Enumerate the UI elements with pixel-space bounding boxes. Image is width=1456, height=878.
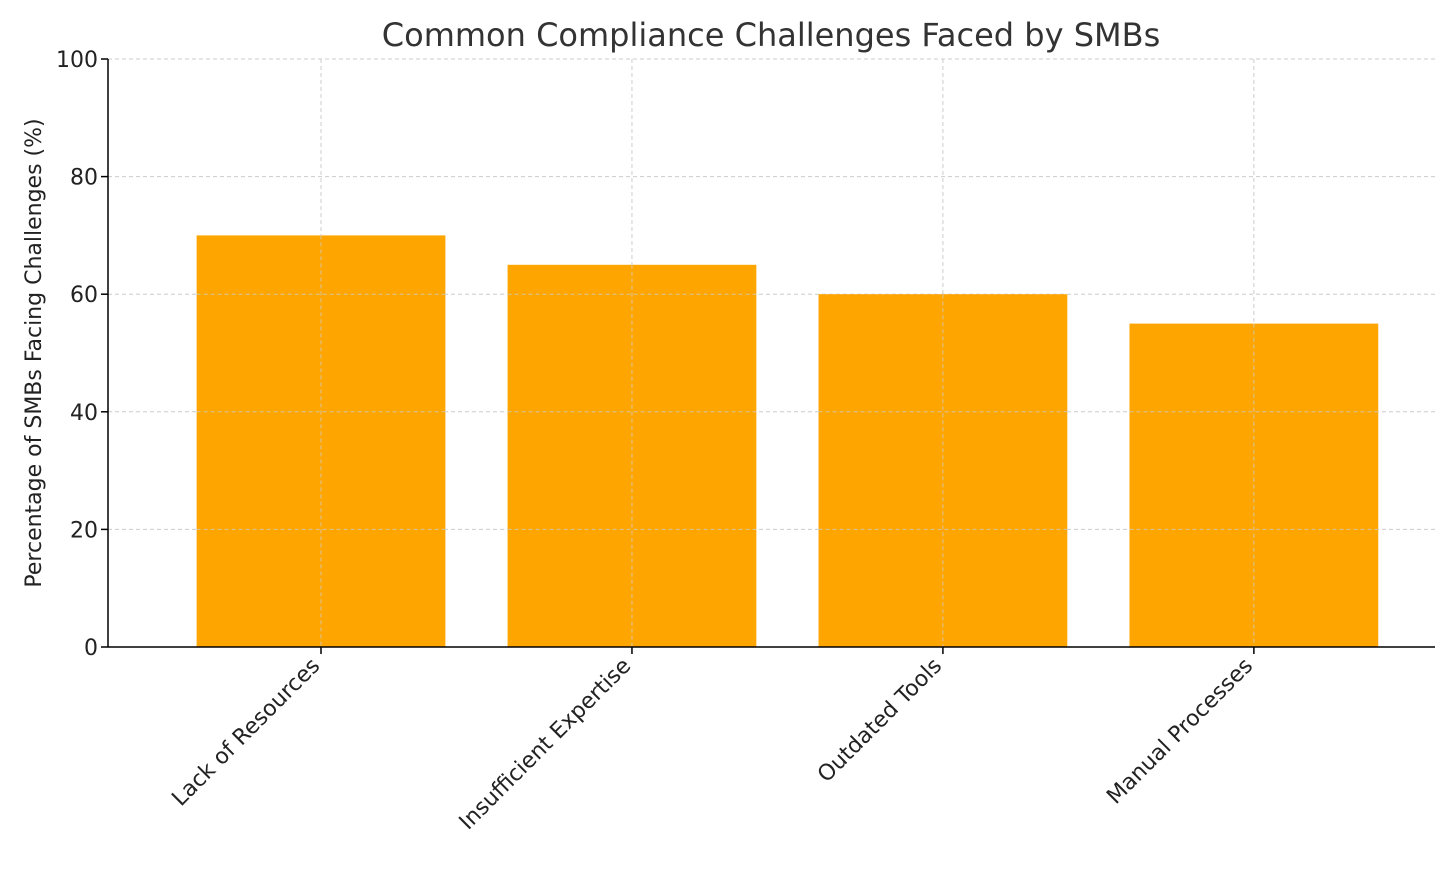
chart-title: Common Compliance Challenges Faced by SM… — [382, 16, 1160, 54]
bars — [196, 235, 1379, 647]
y-axis-label: Percentage of SMBs Facing Challenges (%) — [22, 118, 47, 587]
x-tick-label: Lack of Resources — [167, 654, 325, 812]
y-tick-label: 40 — [70, 401, 98, 426]
y-tick-label: 0 — [84, 636, 98, 661]
y-tick-label: 100 — [56, 48, 98, 73]
x-tick-label: Manual Processes — [1102, 654, 1258, 810]
x-tick-label: Insufficient Expertise — [455, 654, 636, 835]
x-ticks: Lack of Resources Insufficient Expertise O… — [167, 647, 1258, 835]
y-ticks: 0 20 40 60 80 100 — [56, 48, 108, 661]
axes — [107, 59, 1435, 648]
y-tick-label: 80 — [70, 166, 98, 191]
y-tick-label: 60 — [70, 283, 98, 308]
y-tick-label: 20 — [70, 518, 98, 543]
x-tick-label: Outdated Tools — [813, 654, 947, 788]
